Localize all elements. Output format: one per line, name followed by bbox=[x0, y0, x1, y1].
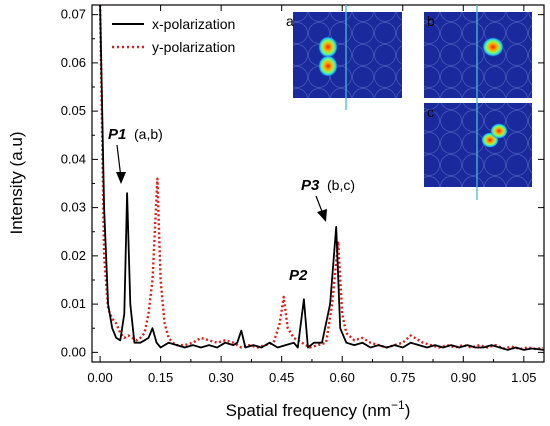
x-tick-label-4: 0.60 bbox=[330, 370, 355, 385]
x-axis-ticks: 0.00 0.15 0.30 0.45 0.60 0.75 0.90 1.05 bbox=[87, 5, 536, 385]
y-tick-label-2: 0.02 bbox=[61, 248, 86, 263]
peak-p1-label: P1 bbox=[108, 126, 126, 143]
y-tick-label-1: 0.01 bbox=[61, 296, 86, 311]
inset-a-spot-top bbox=[318, 36, 338, 58]
inset-a-spot-bottom bbox=[318, 55, 338, 77]
x-tick-label-5: 0.75 bbox=[390, 370, 415, 385]
y-tick-label-0: 0.00 bbox=[61, 344, 86, 359]
peak-p1-sub: (a,b) bbox=[134, 126, 163, 142]
series-line-y-polarization bbox=[98, 5, 544, 351]
peak-p3-arrowhead bbox=[317, 209, 327, 222]
x-axis-title-close: ) bbox=[405, 401, 411, 420]
inset-c-lattice bbox=[424, 103, 532, 187]
peak-p2-label: P2 bbox=[289, 267, 308, 284]
x-axis-title-main: Spatial frequency (nm bbox=[226, 401, 391, 420]
legend-label-x-polarization: x-polarization bbox=[152, 16, 235, 32]
inset-c-label: c bbox=[427, 104, 434, 120]
inset-b: b bbox=[424, 5, 532, 98]
inset-b-lattice bbox=[424, 12, 532, 98]
y-axis-ticks: 0.00 0.01 0.02 0.03 0.04 0.05 0.06 0.07 bbox=[61, 7, 544, 359]
x-tick-label-2: 0.30 bbox=[208, 370, 233, 385]
y-tick-label-3: 0.03 bbox=[61, 200, 86, 215]
y-tick-label-5: 0.05 bbox=[61, 103, 86, 118]
inset-a-label: a bbox=[286, 13, 294, 29]
inset-c: c bbox=[424, 98, 532, 200]
inset-a: a bbox=[286, 5, 402, 110]
inset-a-lattice bbox=[293, 12, 402, 98]
x-tick-label-1: 0.15 bbox=[148, 370, 173, 385]
x-tick-label-0: 0.00 bbox=[87, 370, 112, 385]
series-layer bbox=[98, 5, 544, 351]
inset-b-label: b bbox=[427, 13, 435, 29]
peak-p2-annotation: P2 bbox=[289, 267, 308, 284]
series-line-x-polarization bbox=[99, 5, 544, 351]
inset-c-spot-2 bbox=[490, 123, 508, 139]
inset-b-spot bbox=[482, 37, 504, 57]
x-tick-label-7: 1.05 bbox=[511, 370, 536, 385]
x-tick-label-6: 0.90 bbox=[451, 370, 476, 385]
y-axis-title: Intensity (a.u) bbox=[7, 132, 26, 235]
peak-p3-sub: (b,c) bbox=[327, 177, 355, 193]
peak-p1-arrowhead bbox=[116, 172, 126, 184]
x-axis-title: Spatial frequency (nm−1) bbox=[226, 398, 411, 420]
y-tick-label-6: 0.06 bbox=[61, 55, 86, 70]
legend: x-polarization y-polarization bbox=[112, 16, 235, 55]
y-tick-label-4: 0.04 bbox=[61, 151, 86, 166]
peak-p3-annotation: P3 (b,c) bbox=[301, 177, 355, 222]
y-tick-label-7: 0.07 bbox=[61, 7, 86, 22]
peak-p3-label: P3 bbox=[301, 177, 320, 194]
x-axis-title-exponent: −1 bbox=[391, 398, 405, 412]
legend-label-y-polarization: y-polarization bbox=[152, 39, 235, 55]
peak-p1-annotation: P1 (a,b) bbox=[108, 126, 163, 184]
x-tick-label-3: 0.45 bbox=[269, 370, 294, 385]
